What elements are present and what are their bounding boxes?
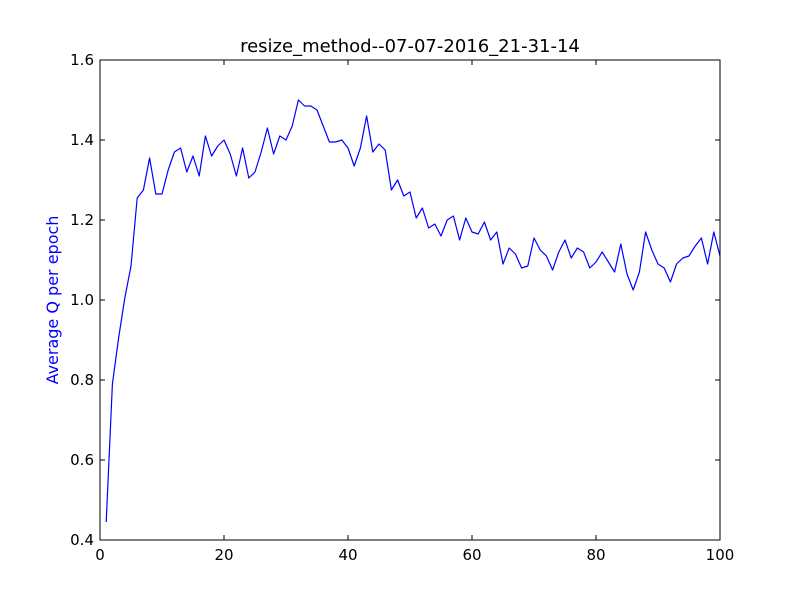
x-tick-label: 100 <box>706 546 735 564</box>
x-tick-label: 60 <box>462 546 481 564</box>
x-tick-label: 80 <box>586 546 605 564</box>
chart-title: resize_method--07-07-2016_21-31-14 <box>240 36 580 57</box>
y-tick-label: 0.8 <box>70 371 94 389</box>
y-tick-label: 1.4 <box>70 131 94 149</box>
y-tick-label: 1.0 <box>70 291 94 309</box>
x-tick-label: 20 <box>214 546 233 564</box>
y-tick-label: 0.6 <box>70 451 94 469</box>
y-tick-labels: 0.4 0.6 0.8 1.0 1.2 1.4 1.6 <box>70 51 94 549</box>
series-line <box>105 99 721 523</box>
plot-area <box>100 60 720 540</box>
plot-frame <box>99 59 721 541</box>
x-tick-label: 0 <box>95 546 105 564</box>
y-axis-label: Average Q per epoch <box>43 216 62 385</box>
x-tick-labels: 0 20 40 60 80 100 <box>95 546 734 564</box>
series-layer <box>105 99 721 523</box>
y-tick-label: 1.2 <box>70 211 94 229</box>
y-tick-label: 1.6 <box>70 51 94 69</box>
y-tick-label: 0.4 <box>70 531 94 549</box>
x-tick-label: 40 <box>338 546 357 564</box>
